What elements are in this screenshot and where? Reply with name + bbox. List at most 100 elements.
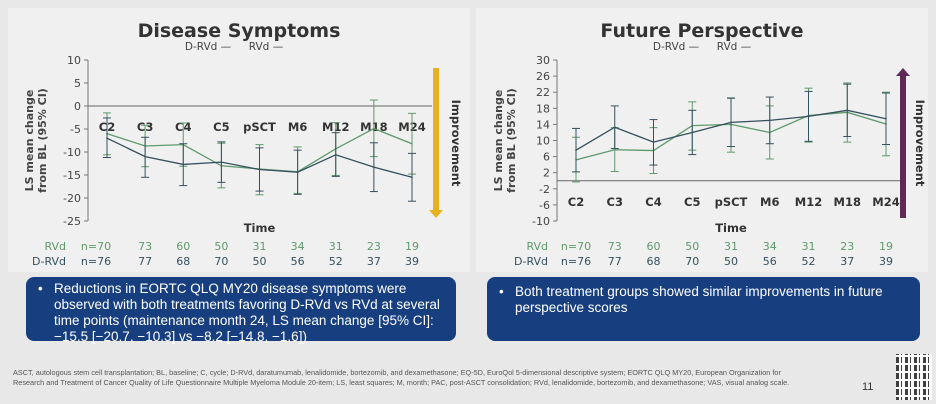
y-tick-label: 14: [536, 118, 550, 131]
data-point-D-RVd: [334, 153, 337, 156]
n-value-RVd: 73: [138, 240, 152, 253]
n-value-D-RVd: n=76: [561, 255, 591, 268]
y-tick-label: -25: [63, 215, 81, 228]
y-axis-label: LS mean changefrom BL (95% CI): [492, 88, 518, 193]
n-value-D-RVd: 77: [138, 255, 152, 268]
n-row-label-D-RVd: D-RVd: [514, 255, 548, 268]
n-value-RVd: 50: [685, 240, 699, 253]
n-value-D-RVd: 39: [405, 255, 419, 268]
data-point-D-RVd: [106, 137, 108, 139]
x-axis-label: Time: [715, 221, 747, 235]
data-point-D-RVd: [575, 149, 577, 151]
data-point-D-RVd: [373, 166, 375, 168]
y-tick-label: 5: [74, 77, 81, 90]
future-perspective-chart: D-RVd — RVd — 30 26 22 18 14 10 6 2 -2 -6 -10 LS mean…: [492, 41, 927, 268]
page-number: 11: [862, 381, 874, 393]
n-row-label-RVd: RVd: [526, 240, 548, 253]
x-tick-label-C2: C2: [568, 195, 584, 209]
chart-title: Disease Symptoms: [137, 20, 341, 42]
x-tick-label-C4: C4: [645, 195, 661, 209]
x-tick-label-M18: M18: [834, 195, 861, 209]
n-value-RVd: 73: [608, 240, 622, 253]
n-value-D-RVd: 37: [840, 255, 854, 268]
y-label-line: LS mean change: [23, 90, 36, 192]
data-point-D-RVd: [846, 109, 849, 112]
data-point-D-RVd: [885, 117, 887, 120]
n-value-D-RVd: n=76: [81, 255, 111, 268]
data-point-D-RVd: [182, 163, 185, 166]
n-value-D-RVd: 50: [253, 255, 267, 268]
legend-d-rvd: D-RVd —: [653, 41, 699, 53]
improvement-arrow-icon: [900, 76, 906, 218]
n-value-RVd: 60: [647, 240, 661, 253]
y-tick-label: -10: [63, 146, 81, 159]
n-value-RVd: 60: [176, 240, 190, 253]
data-point-D-RVd: [613, 126, 616, 129]
y-axis-label: LS mean changefrom BL (95% CI): [23, 88, 49, 193]
n-value-D-RVd: 68: [176, 255, 190, 268]
y-tick-label: -15: [63, 169, 81, 182]
data-point-D-RVd: [807, 115, 810, 118]
x-tick-label-C5: C5: [213, 120, 229, 134]
n-value-RVd: 19: [405, 240, 419, 253]
data-point-D-RVd: [144, 155, 146, 158]
n-value-D-RVd: 77: [608, 255, 622, 268]
data-point-D-RVd: [411, 176, 413, 179]
y-label-line: from BL (95% CI): [36, 88, 49, 193]
n-value-D-RVd: 56: [763, 255, 777, 268]
arrow-head-icon: [896, 68, 910, 76]
x-tick-label-C3: C3: [607, 195, 623, 209]
y-tick-label: 26: [536, 70, 550, 83]
n-value-D-RVd: 52: [329, 255, 343, 268]
qr-code-icon[interactable]: [896, 354, 932, 400]
improvement-label: Improvement: [913, 100, 927, 187]
y-tick-label: -5: [70, 123, 81, 136]
y-tick-label: -20: [63, 192, 81, 205]
n-value-D-RVd: 70: [214, 255, 228, 268]
x-tick-label-pSCT: pSCT: [243, 120, 276, 134]
n-value-RVd: 50: [214, 240, 228, 253]
footnote: ASCT, autologous stem cell transplantati…: [13, 368, 790, 387]
data-point-D-RVd: [768, 119, 771, 122]
n-value-RVd: 31: [724, 240, 738, 253]
improvement-label: Improvement: [449, 100, 463, 187]
y-label-line: LS mean change: [492, 90, 505, 192]
y-tick-label: 18: [536, 102, 550, 115]
n-value-RVd: 34: [291, 240, 305, 253]
improvement-arrow-icon: [433, 68, 439, 210]
n-row-label-RVd: RVd: [44, 240, 66, 253]
y-tick-label: 6: [543, 151, 550, 164]
x-axis-label: Time: [244, 221, 276, 235]
data-point-D-RVd: [220, 161, 223, 163]
y-tick-label: 22: [536, 86, 550, 99]
n-value-RVd: 31: [253, 240, 267, 253]
summary-box-right: Both treatment groups showed similar imp…: [487, 277, 920, 341]
n-value-RVd: n=70: [81, 240, 111, 253]
n-value-RVd: 34: [763, 240, 777, 253]
y-tick-label: 0: [74, 100, 81, 113]
y-tick-label: 10: [536, 135, 550, 148]
n-value-RVd: 23: [367, 240, 381, 253]
future-perspective-panel: Future Perspective D-RVd — RVd —30 26 22 18 1…: [476, 8, 928, 272]
summary-box-left: Reductions in EORTC QLQ MY20 disease sym…: [26, 277, 456, 344]
y-tick-label: 2: [543, 167, 550, 180]
legend-rvd: RVd —: [717, 41, 751, 53]
arrow-head-icon: [429, 210, 443, 218]
legend-d-rvd: D-RVd —: [185, 41, 231, 53]
data-point-RVd: [613, 148, 616, 151]
n-value-RVd: n=70: [561, 240, 591, 253]
n-value-D-RVd: 37: [367, 255, 381, 268]
n-value-D-RVd: 50: [724, 255, 738, 268]
n-value-RVd: 19: [879, 240, 893, 253]
y-tick-label: 30: [536, 54, 550, 67]
x-tick-label-M6: M6: [288, 120, 307, 134]
n-value-D-RVd: 70: [685, 255, 699, 268]
data-point-D-RVd: [258, 168, 261, 171]
legend-rvd: RVd —: [249, 41, 283, 53]
n-value-RVd: 31: [802, 240, 816, 253]
disease-symptoms-panel: Disease Symptoms D-RVd — RVd —10 5 0 -5 -10 -1…: [8, 8, 470, 272]
chart-title: Future Perspective: [600, 20, 804, 42]
n-value-RVd: 23: [840, 240, 854, 253]
y-label-line: from BL (95% CI): [505, 88, 518, 193]
y-tick-label: -10: [532, 215, 550, 228]
